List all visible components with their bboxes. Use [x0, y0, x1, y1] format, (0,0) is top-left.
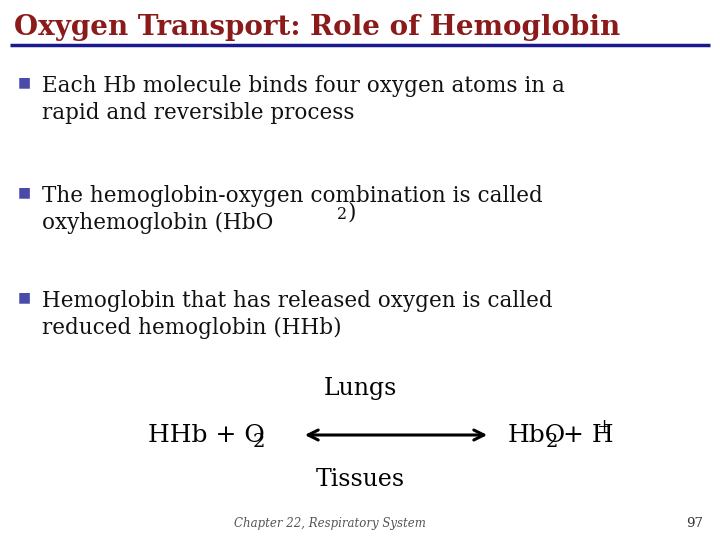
Text: Hemoglobin that has released oxygen is called
reduced hemoglobin (HHb): Hemoglobin that has released oxygen is c…	[42, 290, 553, 339]
Text: Oxygen Transport: Role of Hemoglobin: Oxygen Transport: Role of Hemoglobin	[14, 14, 620, 41]
Text: HHb + O: HHb + O	[148, 423, 265, 447]
Text: ■: ■	[18, 290, 31, 304]
Text: Each Hb molecule binds four oxygen atoms in a
rapid and reversible process: Each Hb molecule binds four oxygen atoms…	[42, 75, 565, 124]
Text: 97: 97	[686, 517, 703, 530]
Text: 2: 2	[337, 206, 347, 223]
Text: Chapter 22, Respiratory System: Chapter 22, Respiratory System	[234, 517, 426, 530]
Text: Lungs: Lungs	[323, 377, 397, 400]
Text: ): )	[347, 202, 356, 224]
Text: 2: 2	[253, 433, 266, 451]
Text: +: +	[596, 418, 611, 436]
Text: + H: + H	[555, 423, 613, 447]
Text: ■: ■	[18, 185, 31, 199]
Text: 2: 2	[546, 433, 559, 451]
Text: The hemoglobin-oxygen combination is called
oxyhemoglobin (HbO: The hemoglobin-oxygen combination is cal…	[42, 185, 543, 234]
Text: Tissues: Tissues	[315, 468, 405, 491]
Text: HbO: HbO	[508, 423, 566, 447]
Text: ■: ■	[18, 75, 31, 89]
